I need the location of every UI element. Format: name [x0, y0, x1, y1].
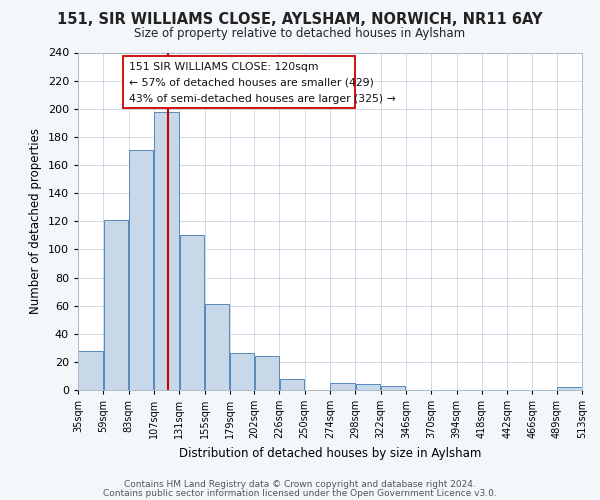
- Text: 151, SIR WILLIAMS CLOSE, AYLSHAM, NORWICH, NR11 6AY: 151, SIR WILLIAMS CLOSE, AYLSHAM, NORWIC…: [57, 12, 543, 28]
- Bar: [557, 387, 581, 390]
- Text: ← 57% of detached houses are smaller (429): ← 57% of detached houses are smaller (42…: [130, 78, 374, 88]
- Bar: [179, 236, 204, 390]
- FancyBboxPatch shape: [124, 56, 355, 108]
- Bar: [280, 379, 304, 390]
- Bar: [230, 354, 254, 390]
- Bar: [154, 112, 179, 390]
- Text: Size of property relative to detached houses in Aylsham: Size of property relative to detached ho…: [134, 28, 466, 40]
- Bar: [129, 150, 154, 390]
- Text: 43% of semi-detached houses are larger (325) →: 43% of semi-detached houses are larger (…: [130, 94, 396, 104]
- Bar: [205, 304, 229, 390]
- Bar: [254, 356, 279, 390]
- Bar: [356, 384, 380, 390]
- Y-axis label: Number of detached properties: Number of detached properties: [29, 128, 42, 314]
- Bar: [381, 386, 406, 390]
- Text: 151 SIR WILLIAMS CLOSE: 120sqm: 151 SIR WILLIAMS CLOSE: 120sqm: [130, 62, 319, 72]
- Bar: [331, 383, 355, 390]
- Text: Contains HM Land Registry data © Crown copyright and database right 2024.: Contains HM Land Registry data © Crown c…: [124, 480, 476, 489]
- Bar: [104, 220, 128, 390]
- X-axis label: Distribution of detached houses by size in Aylsham: Distribution of detached houses by size …: [179, 446, 481, 460]
- Bar: [79, 350, 103, 390]
- Text: Contains public sector information licensed under the Open Government Licence v3: Contains public sector information licen…: [103, 488, 497, 498]
